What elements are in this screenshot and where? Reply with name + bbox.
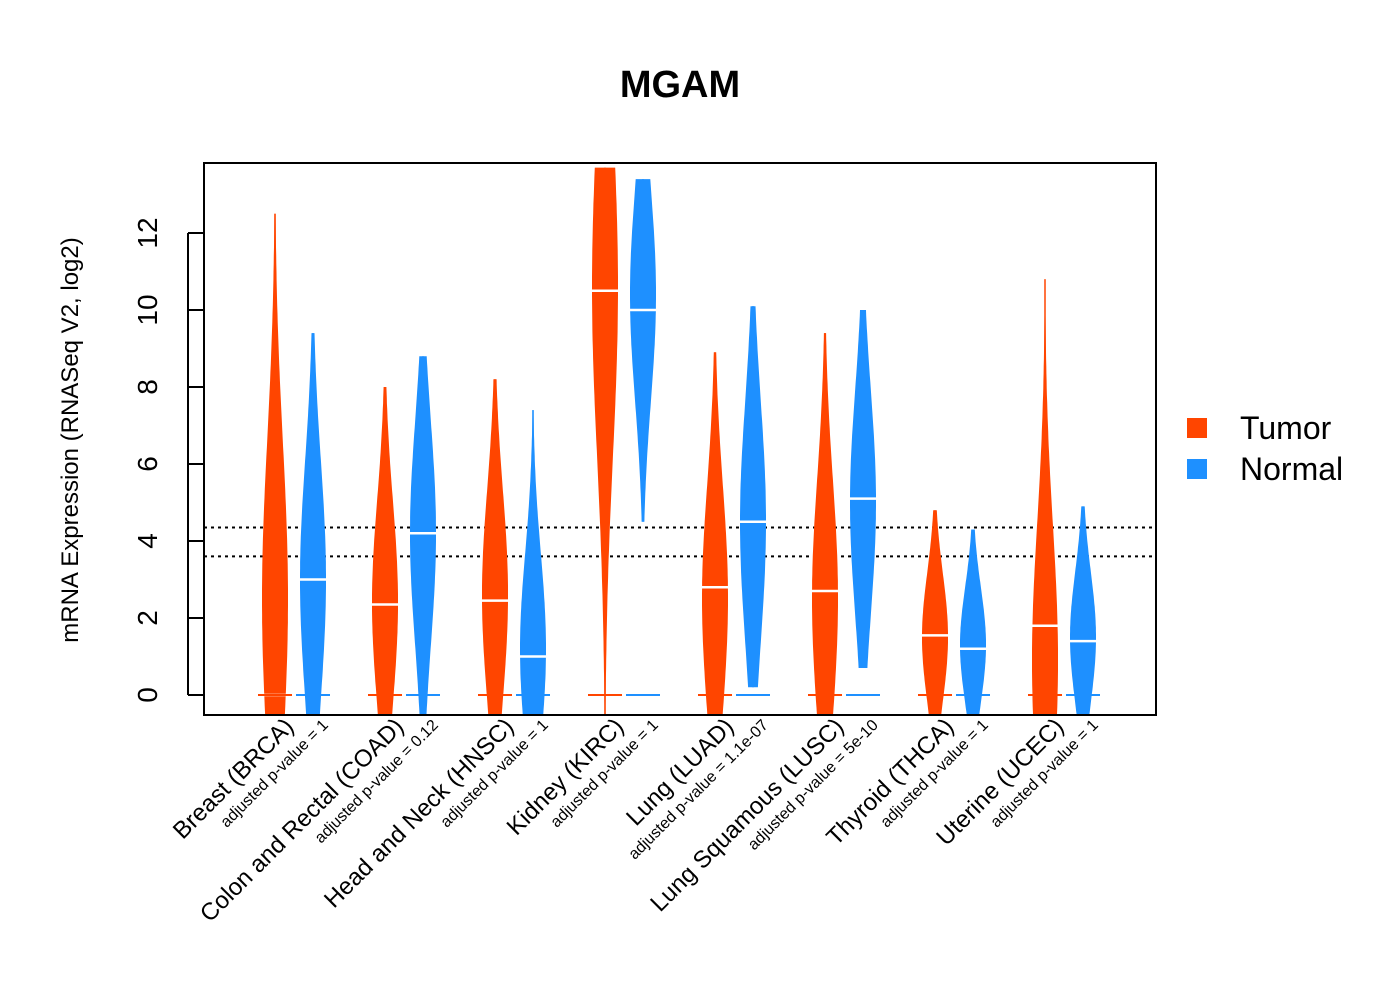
cat-4-normal-violin xyxy=(630,179,656,522)
legend-label-tumor: Tumor xyxy=(1240,410,1332,446)
plot-frame xyxy=(203,162,1157,716)
cat-8-normal-violin xyxy=(1070,506,1096,715)
y-tick-label-12: 12 xyxy=(132,217,163,248)
chart-title: MGAM xyxy=(620,64,740,106)
cat-4-tumor-violin xyxy=(592,167,618,715)
y-tick-label-0: 0 xyxy=(132,687,163,703)
y-tick-label-8: 8 xyxy=(132,379,163,395)
legend-swatch-normal xyxy=(1187,459,1207,479)
y-tick-label-10: 10 xyxy=(132,294,163,325)
plot-area xyxy=(204,167,1156,715)
y-tick-label-6: 6 xyxy=(132,456,163,472)
cat-1-tumor-violin xyxy=(262,213,288,715)
cat-2-normal-violin xyxy=(410,356,436,715)
y-axis-label: mRNA Expression (RNASeq V2, log2) xyxy=(57,237,84,643)
cat-3-normal-violin xyxy=(520,410,546,715)
legend-label-normal: Normal xyxy=(1240,451,1343,487)
cat-5-normal-violin xyxy=(740,306,766,688)
cat-3-tumor-violin xyxy=(482,379,508,715)
cat-7-normal-violin xyxy=(960,529,986,715)
legend: Tumor Normal xyxy=(1187,410,1343,487)
cat-6-tumor-violin xyxy=(812,333,838,715)
cat-7-tumor-violin xyxy=(922,510,948,715)
legend-swatch-tumor xyxy=(1187,418,1207,438)
cat-8-tumor-violin xyxy=(1032,279,1058,715)
cat-6-normal-violin xyxy=(850,310,876,668)
cat-1-normal-violin xyxy=(300,333,326,715)
cat-5-tumor-violin xyxy=(702,352,728,715)
y-tick-label-4: 4 xyxy=(132,533,163,549)
cat-2-tumor-violin xyxy=(372,387,398,715)
y-tick-label-2: 2 xyxy=(132,610,163,626)
